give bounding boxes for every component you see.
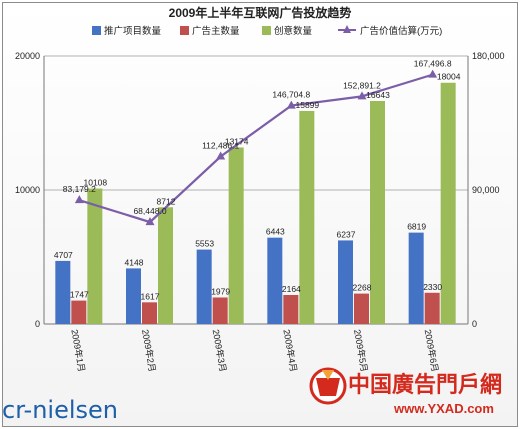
line-label-2: 112,486.1 — [202, 141, 239, 151]
grid — [44, 55, 468, 191]
legend-label-1: 广告主数量 — [192, 25, 240, 37]
yxad-brand: 中国廣告門戶網 — [348, 372, 502, 398]
bar-label---0: 4707 — [54, 250, 73, 260]
bar---0 — [87, 188, 103, 324]
bar---2 — [196, 249, 212, 324]
category-label-2: 2009年3月 — [211, 328, 229, 372]
line-point-1 — [145, 217, 155, 226]
category-label-3: 2009年4月 — [281, 328, 299, 372]
bar-label---2: 1979 — [211, 286, 230, 296]
chart-title: 2009年上半年互联网广告投放趋势 — [169, 5, 352, 20]
bar---1 — [142, 302, 157, 324]
line-label-3: 146,704.8 — [272, 90, 310, 100]
legend-label-3: 广告价值估算(万元) — [360, 25, 442, 37]
category-label-5: 2009年6月 — [423, 328, 441, 372]
bar-label---3: 2164 — [282, 284, 301, 294]
y-right-tick-0: 0 — [472, 319, 477, 329]
legend: 推广项目数量 广告主数量 创意数量 广告价值估算(万元) — [92, 25, 442, 37]
legend-label-0: 推广项目数量 — [104, 25, 162, 37]
bar---3 — [267, 237, 283, 324]
value-line — [74, 69, 438, 226]
y-left-tick-0: 0 — [35, 319, 40, 329]
line-point-5 — [428, 69, 438, 78]
bar---0 — [55, 260, 71, 324]
legend-swatch-1 — [180, 26, 189, 35]
value-line-path — [79, 73, 433, 224]
axes: 0 10000 20000 0 90,000 180,000 — [15, 51, 505, 329]
bar---5 — [408, 232, 424, 324]
bar---1 — [126, 268, 141, 324]
line-point-0 — [74, 195, 84, 204]
line-label-5: 167,496.8 — [414, 59, 452, 69]
line-point-4 — [357, 91, 367, 100]
legend-label-2: 创意数量 — [274, 25, 313, 37]
yxad-watermark: 中国廣告門戶網 www.YXAD.com — [309, 367, 502, 416]
line-label-1: 68,448.0 — [133, 206, 166, 216]
yxad-url: www.YXAD.com — [393, 401, 494, 416]
legend-marker-3 — [343, 25, 351, 33]
bar---0 — [71, 300, 87, 324]
yxad-emblem-icon — [309, 367, 347, 405]
bar-label---0: 10108 — [84, 178, 108, 188]
category-label-4: 2009年5月 — [352, 328, 370, 372]
bar-label---2: 13174 — [225, 136, 249, 146]
bars — [55, 82, 456, 325]
bar-label---1: 8712 — [157, 196, 176, 206]
bar-label---0: 1747 — [70, 290, 89, 300]
bar---5 — [440, 82, 456, 324]
nielsen-logo: cr-nielsen — [2, 396, 118, 424]
y-left-tick-2: 20000 — [15, 51, 40, 61]
bar-label---2: 5553 — [195, 239, 214, 249]
legend-swatch-2 — [262, 26, 271, 35]
data-labels: 4707 1747 10108 4148 1617 8712 5553 1979 13174 64… — [54, 59, 461, 302]
bar---1 — [158, 207, 173, 324]
line-label-0: 83,179.2 — [63, 184, 96, 194]
legend-swatch-0 — [92, 26, 101, 35]
y-left-tick-1: 10000 — [15, 185, 40, 195]
bar-label---5: 2330 — [423, 282, 442, 292]
y-right-tick-2: 180,000 — [472, 51, 505, 61]
bar---2 — [228, 147, 244, 324]
bar-label---1: 1617 — [141, 291, 160, 301]
line-point-3 — [286, 100, 296, 109]
y-right-tick-1: 90,000 — [472, 185, 500, 195]
bar---4 — [338, 240, 353, 324]
line-label-4: 152,891.2 — [343, 80, 381, 90]
bar-label---3: 6443 — [266, 227, 285, 237]
bar-label---4: 6237 — [337, 229, 356, 239]
category-label-1: 2009年2月 — [140, 328, 158, 372]
bar-label---1: 4148 — [125, 257, 144, 267]
bar-label---5: 6819 — [407, 222, 426, 232]
line-point-2 — [216, 151, 226, 160]
category-label-0: 2009年1月 — [69, 328, 87, 372]
bar-label---4: 2268 — [353, 283, 372, 293]
bar---4 — [370, 100, 385, 325]
bar---3 — [283, 295, 299, 324]
bar---3 — [299, 110, 315, 324]
bar---2 — [212, 297, 228, 324]
bar-label---5: 18004 — [437, 72, 461, 82]
category-labels: 2009年1月 2009年2月 2009年3月 2009年4月 2009年5月 2009年… — [69, 328, 441, 372]
bar-label---3: 15899 — [296, 100, 320, 110]
bar---4 — [354, 293, 369, 324]
bar---5 — [424, 292, 440, 324]
bar-label---4: 16643 — [366, 90, 390, 100]
